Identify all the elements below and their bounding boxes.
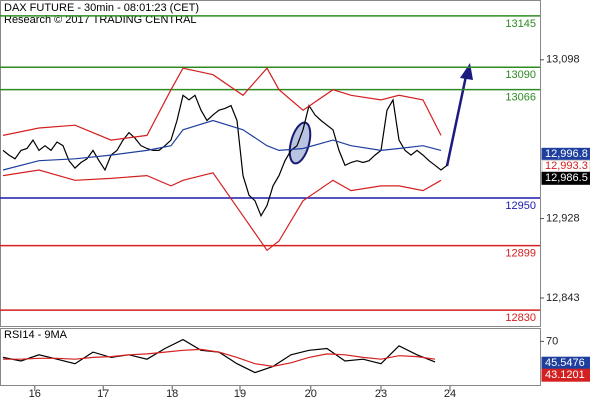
x-tick-label: 23 [375,388,387,400]
price-tag-label: 43.1201 [545,369,585,381]
y-tick-label: 13,098 [546,54,580,66]
series-line [3,348,436,368]
level-label: 12950 [505,200,536,212]
x-tick-label: 20 [305,388,317,400]
chart-title: DAX FUTURE - 30min - 08:01:23 (CET) [4,2,199,14]
y-tick-label: 12,843 [546,292,580,304]
x-tick-label: 24 [444,388,456,400]
series-line [2,67,442,141]
y-tick-label: 12,928 [546,212,580,224]
x-tick-label: 19 [234,388,246,400]
series-line [2,119,442,171]
series-line [2,169,442,252]
y-tick-label: 70 [546,335,558,347]
price-tag-label: 12,986.5 [545,172,588,184]
highlight-ellipse [288,121,312,165]
level-label: 12830 [505,312,536,324]
price-panel [0,0,541,327]
series-line [2,94,448,218]
level-label: 13145 [505,18,536,30]
forecast-arrow [445,75,468,167]
price-tag-label: 45.5476 [545,357,585,369]
rsi-panel [0,328,541,386]
x-tick-label: 18 [166,388,178,400]
price-tag [541,171,590,185]
price-tag-label: 12,996.8 [545,148,588,160]
rsi-title: RSI14 - 9MA [4,329,68,341]
level-label: 12899 [505,248,536,260]
level-label: 13090 [505,69,536,81]
x-tick-label: 16 [29,388,41,400]
x-tick-label: 17 [97,388,109,400]
level-label: 13066 [505,92,536,104]
price-tag [541,368,590,382]
chart-subtitle: Research © 2017 TRADING CENTRAL [4,14,197,26]
price-tag-label: 12,993.3 [545,160,588,172]
